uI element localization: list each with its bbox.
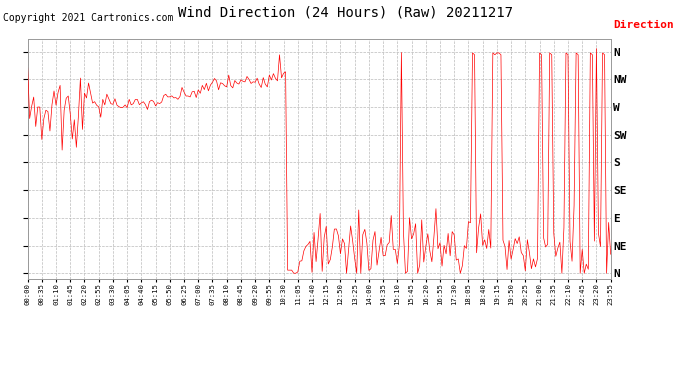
Text: Direction: Direction <box>613 20 674 30</box>
Text: Wind Direction (24 Hours) (Raw) 20211217: Wind Direction (24 Hours) (Raw) 20211217 <box>177 6 513 20</box>
Text: Copyright 2021 Cartronics.com: Copyright 2021 Cartronics.com <box>3 13 174 23</box>
